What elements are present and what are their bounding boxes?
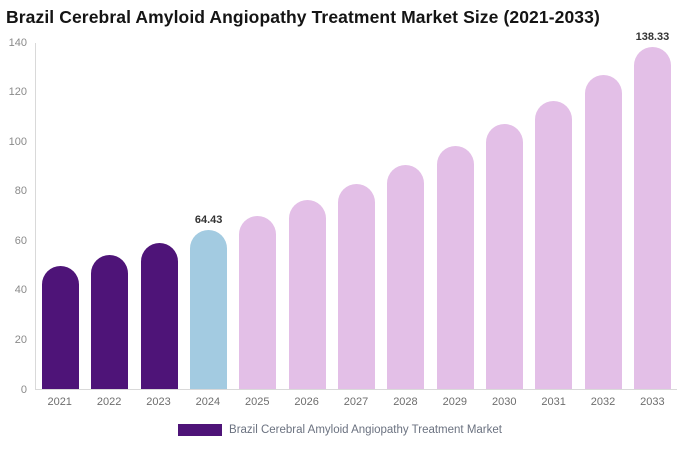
- bar-2026[interactable]: [288, 200, 326, 389]
- bar-2022[interactable]: [91, 254, 129, 389]
- bar-slot-2028: [381, 43, 430, 389]
- bar-slot-2030: [480, 43, 529, 389]
- bar-2029[interactable]: [436, 145, 474, 389]
- x-tick-label-2022: 2022: [96, 396, 122, 408]
- legend[interactable]: Brazil Cerebral Amyloid Angiopathy Treat…: [0, 424, 680, 436]
- bar-2027[interactable]: [338, 183, 376, 389]
- bar-slot-2021: [36, 43, 85, 389]
- y-tick-label: 80: [14, 185, 27, 198]
- bars: 64.43 138.33: [36, 31, 677, 389]
- bar-2030[interactable]: [485, 123, 523, 389]
- y-tick-label: 120: [8, 86, 27, 99]
- y-tick-label: 40: [14, 284, 27, 297]
- x-tick-label-2031: 2031: [541, 396, 566, 408]
- x-tick-label-2021: 2021: [47, 396, 72, 408]
- bar-slot-2025: [233, 43, 282, 389]
- bar-slot-2026: [283, 43, 332, 389]
- y-axis-tick-labels: 0 20 40 60 80 100 120 140: [0, 37, 27, 396]
- x-tick-label-2026: 2026: [294, 396, 319, 408]
- bar-slot-2031: [529, 43, 578, 389]
- bar-2023[interactable]: [140, 242, 178, 389]
- bar-slot-2023: [135, 43, 184, 389]
- bar-slot-2029: [431, 43, 480, 389]
- bar-2033[interactable]: [633, 47, 671, 389]
- legend-swatch-icon: [178, 424, 223, 436]
- bar-2028[interactable]: [387, 165, 425, 389]
- bar-slot-2033: 138.33: [628, 31, 677, 389]
- bar-2024[interactable]: [190, 229, 228, 389]
- y-tick-label: 60: [14, 234, 27, 247]
- y-tick-label: 20: [14, 333, 27, 346]
- x-axis-tick-labels: 2021 2022 2023 2024 2025 2026 2027 2028 2029 2030…: [35, 396, 677, 408]
- x-tick-label-2030: 2030: [491, 396, 517, 408]
- legend-label: Brazil Cerebral Amyloid Angiopathy Treat…: [229, 424, 502, 436]
- y-tick-label: 0: [20, 383, 27, 396]
- x-tick-label-2027: 2027: [343, 396, 369, 408]
- y-tick-label: 140: [8, 36, 27, 49]
- x-tick-label-2023: 2023: [146, 396, 171, 408]
- bar-slot-2022: [85, 43, 134, 389]
- bar-2032[interactable]: [584, 74, 622, 389]
- bar-slot-2024: 64.43: [184, 43, 233, 389]
- bar-slot-2027: [332, 43, 381, 389]
- bar-value-label-2024: 64.43: [194, 213, 223, 226]
- x-tick-label-2029: 2029: [442, 396, 468, 408]
- bar-2021[interactable]: [42, 265, 80, 389]
- x-tick-label-2025: 2025: [245, 396, 270, 408]
- bar-2025[interactable]: [239, 215, 277, 389]
- x-tick-label-2024: 2024: [195, 396, 221, 408]
- x-tick-label-2033: 2033: [640, 396, 665, 408]
- chart-title: Brazil Cerebral Amyloid Angiopathy Treat…: [6, 7, 600, 27]
- bar-value-label-2033: 138.33: [635, 31, 670, 44]
- x-tick-label-2032: 2032: [590, 396, 616, 408]
- bar-slot-2032: [578, 43, 627, 389]
- bar-2031[interactable]: [535, 100, 573, 389]
- x-tick-label-2028: 2028: [393, 396, 418, 408]
- plot-area: 64.43 138.33: [35, 31, 677, 390]
- y-tick-label: 100: [8, 135, 27, 148]
